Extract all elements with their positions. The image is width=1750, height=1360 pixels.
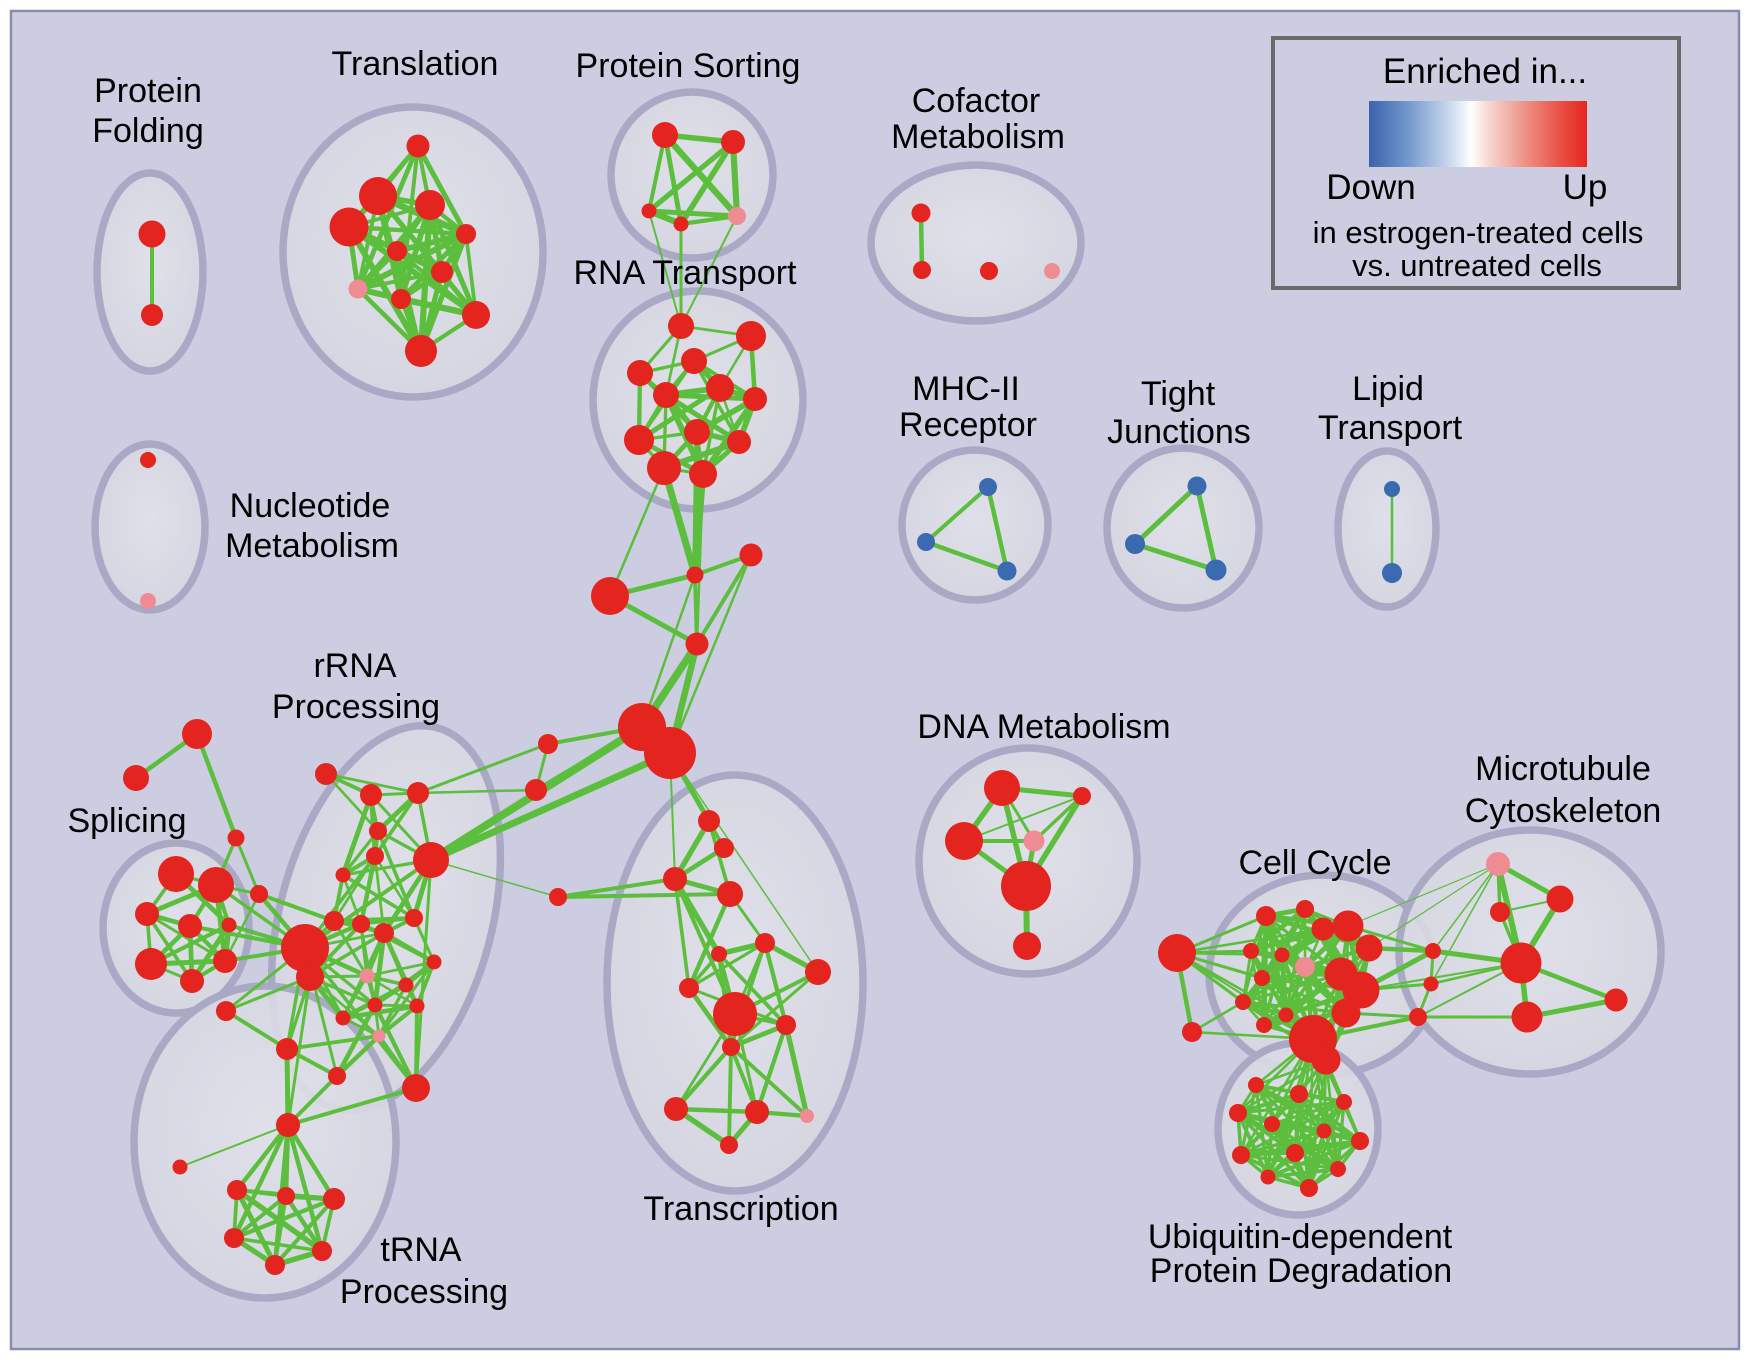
svg-text:Tight: Tight: [1141, 375, 1216, 413]
svg-text:Processing: Processing: [272, 688, 440, 726]
svg-text:in estrogen-treated cells: in estrogen-treated cells: [1313, 215, 1644, 250]
svg-text:Receptor: Receptor: [899, 406, 1037, 444]
svg-text:Transport: Transport: [1318, 409, 1463, 447]
svg-text:Nucleotide: Nucleotide: [230, 487, 391, 525]
svg-text:Processing: Processing: [340, 1273, 508, 1311]
svg-text:Cofactor: Cofactor: [912, 82, 1041, 120]
svg-text:rRNA: rRNA: [313, 647, 396, 685]
svg-text:Protein: Protein: [94, 72, 202, 110]
svg-text:Metabolism: Metabolism: [891, 118, 1065, 156]
svg-text:vs. untreated cells: vs. untreated cells: [1352, 248, 1602, 283]
svg-text:DNA Metabolism: DNA Metabolism: [917, 708, 1170, 746]
svg-text:Lipid: Lipid: [1352, 370, 1424, 408]
svg-text:MHC-II: MHC-II: [912, 370, 1020, 408]
svg-text:Cytoskeleton: Cytoskeleton: [1465, 792, 1662, 830]
svg-text:Protein Degradation: Protein Degradation: [1150, 1252, 1452, 1290]
svg-text:Microtubule: Microtubule: [1475, 750, 1651, 788]
svg-text:Up: Up: [1563, 168, 1608, 207]
svg-text:Translation: Translation: [332, 45, 499, 83]
svg-text:Enriched in...: Enriched in...: [1383, 52, 1587, 91]
svg-text:RNA Transport: RNA Transport: [574, 254, 798, 292]
svg-text:Transcription: Transcription: [643, 1190, 838, 1228]
svg-text:Junctions: Junctions: [1107, 413, 1251, 451]
svg-text:Ubiquitin-dependent: Ubiquitin-dependent: [1148, 1218, 1453, 1256]
svg-text:Metabolism: Metabolism: [225, 527, 399, 565]
svg-text:Folding: Folding: [92, 112, 204, 150]
svg-text:tRNA: tRNA: [380, 1231, 462, 1269]
svg-text:Splicing: Splicing: [67, 802, 186, 840]
svg-text:Cell Cycle: Cell Cycle: [1238, 844, 1391, 882]
svg-text:Down: Down: [1326, 168, 1415, 207]
svg-text:Protein Sorting: Protein Sorting: [576, 47, 801, 85]
